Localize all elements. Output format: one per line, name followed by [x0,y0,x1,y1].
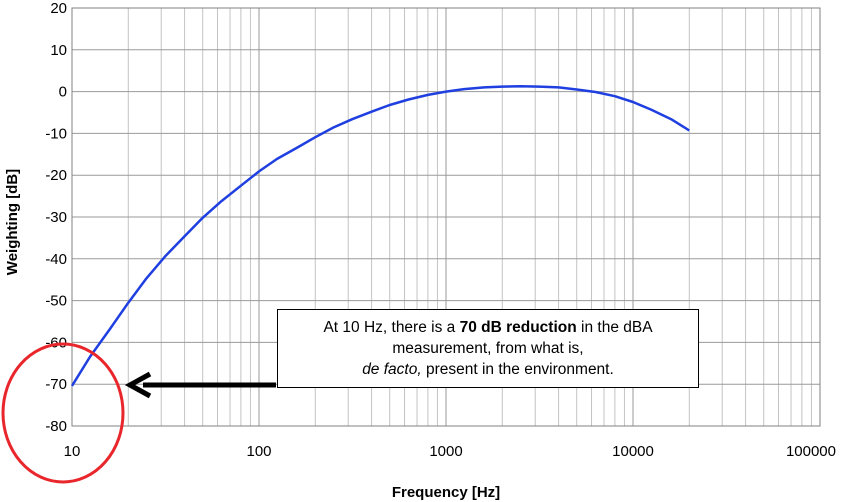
annotation-box: At 10 Hz, there is a 70 dB reduction in … [277,309,699,388]
y-tick-label: 0 [59,84,67,101]
x-tick-label: 10 [64,443,81,460]
x-tick-label: 1000 [429,443,462,460]
y-tick-label: -70 [45,376,67,393]
callout-arrow [124,371,276,399]
annotation-line-3: de facto, present in the environment. [362,361,614,378]
y-axis-title: Weighting [dB] [4,169,21,275]
y-tick-label: 20 [50,0,67,17]
y-tick-label: -40 [45,251,67,268]
annotation-line-2: measurement, from what is, [392,340,584,357]
y-tick-label: -50 [45,293,67,310]
y-tick-label: -30 [45,209,67,226]
plot-area-frame [71,7,821,427]
y-tick-label: -80 [45,418,67,435]
annotation-line-1: At 10 Hz, there is a 70 dB reduction in … [323,319,653,336]
y-tick-label: -10 [45,125,67,142]
a-weighting-curve [70,84,690,387]
x-tick-label: 100 [246,443,271,460]
x-tick-label: 100000 [786,443,836,460]
y-tick-label: -20 [45,167,67,184]
x-tick-labels: 10 100 1000 10000 100000 [64,443,836,460]
x-axis-title: Frequency [Hz] [392,484,500,501]
x-tick-label: 10000 [612,443,654,460]
highlight-circle [1,342,125,484]
y-tick-label: 10 [50,42,67,59]
